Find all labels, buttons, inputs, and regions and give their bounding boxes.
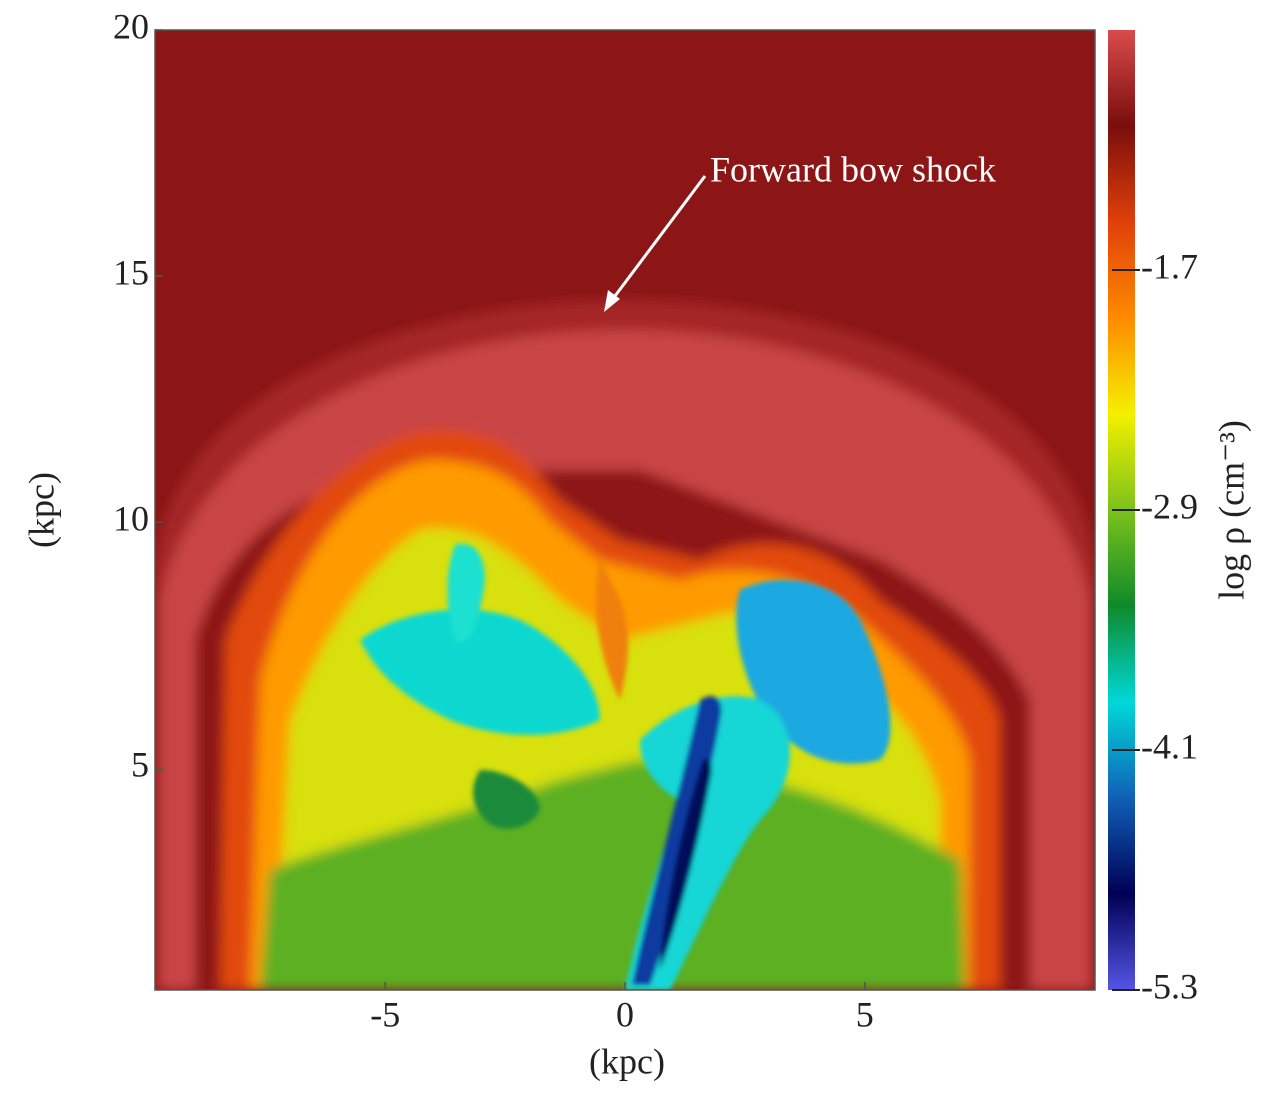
x-axis-label: (kpc) — [589, 1041, 665, 1081]
colorbar-label: log ρ (cm⁻³) — [1211, 420, 1251, 600]
y-tick-label: 5 — [131, 745, 149, 785]
x-tick-label: 0 — [616, 994, 634, 1034]
density-field — [155, 30, 1095, 990]
colorbar-tick-label: -4.1 — [1141, 726, 1198, 766]
annotation-arrow — [604, 175, 707, 312]
y-tick-label: 15 — [113, 252, 149, 292]
colorbar-tick-label: -1.7 — [1141, 246, 1198, 286]
y-axis-label: (kpc) — [21, 472, 61, 548]
y-tick-label: 20 — [113, 6, 149, 46]
colorbar-tick-label: -2.9 — [1141, 486, 1198, 526]
colorbar-tick-label: -5.3 — [1141, 966, 1198, 1006]
y-tick-label: 10 — [113, 499, 149, 539]
x-tick-label: 5 — [856, 994, 874, 1034]
x-tick-label: -5 — [370, 994, 400, 1034]
annotation: Forward bow shock — [710, 149, 996, 189]
